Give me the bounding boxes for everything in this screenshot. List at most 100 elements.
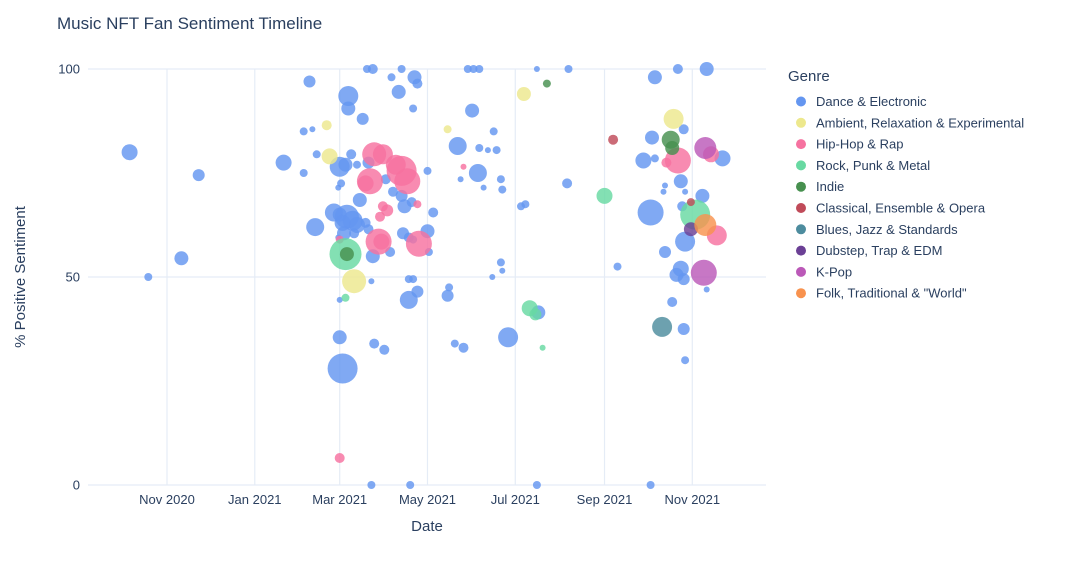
data-point[interactable]: [368, 278, 375, 285]
legend-item-folk-traditional-world[interactable]: Folk, Traditional & "World": [796, 286, 967, 301]
data-point[interactable]: [306, 218, 325, 237]
data-point[interactable]: [647, 70, 662, 85]
data-point[interactable]: [564, 65, 573, 73]
data-point[interactable]: [659, 246, 671, 258]
legend-item-indie[interactable]: Indie: [796, 179, 844, 194]
data-point[interactable]: [409, 104, 418, 113]
data-point[interactable]: [475, 144, 484, 152]
data-point[interactable]: [690, 259, 717, 286]
data-point[interactable]: [448, 137, 467, 155]
data-point[interactable]: [441, 289, 454, 302]
data-point[interactable]: [637, 199, 664, 226]
data-point[interactable]: [338, 157, 353, 172]
data-point[interactable]: [458, 342, 469, 353]
data-point[interactable]: [662, 182, 668, 189]
data-point[interactable]: [465, 103, 480, 118]
data-point[interactable]: [387, 73, 396, 82]
data-point[interactable]: [349, 228, 360, 239]
data-point[interactable]: [516, 87, 531, 101]
data-point[interactable]: [562, 178, 573, 189]
data-point[interactable]: [645, 130, 659, 145]
data-point[interactable]: [475, 65, 484, 73]
data-point[interactable]: [686, 198, 695, 207]
data-point[interactable]: [353, 160, 361, 169]
data-point[interactable]: [352, 193, 367, 207]
data-point[interactable]: [652, 316, 673, 337]
data-point[interactable]: [144, 273, 153, 281]
data-point[interactable]: [321, 148, 338, 165]
data-point[interactable]: [394, 168, 421, 195]
data-point[interactable]: [492, 146, 501, 155]
data-point[interactable]: [678, 124, 689, 135]
data-point[interactable]: [533, 66, 540, 72]
data-point[interactable]: [334, 453, 345, 463]
data-point[interactable]: [312, 150, 321, 159]
data-point[interactable]: [694, 137, 717, 159]
data-point[interactable]: [498, 327, 519, 348]
data-point[interactable]: [411, 285, 424, 298]
data-point[interactable]: [499, 267, 506, 274]
data-point[interactable]: [338, 86, 359, 106]
data-point[interactable]: [379, 344, 390, 355]
data-point[interactable]: [388, 186, 398, 197]
data-point[interactable]: [409, 275, 418, 284]
data-point[interactable]: [406, 481, 415, 489]
data-point[interactable]: [428, 207, 439, 218]
data-point[interactable]: [405, 230, 432, 257]
data-point[interactable]: [346, 149, 357, 160]
data-point[interactable]: [608, 134, 619, 145]
data-point[interactable]: [321, 120, 332, 131]
data-point[interactable]: [412, 78, 423, 89]
data-point[interactable]: [275, 154, 292, 171]
data-point[interactable]: [672, 64, 683, 74]
data-point[interactable]: [521, 200, 530, 209]
data-point[interactable]: [496, 258, 505, 267]
data-point[interactable]: [336, 296, 343, 303]
data-point[interactable]: [423, 166, 432, 175]
legend-item-k-pop[interactable]: K-Pop: [796, 264, 852, 279]
data-point[interactable]: [650, 154, 659, 163]
data-point[interactable]: [677, 273, 690, 286]
legend-item-ambient-relaxation-experimental[interactable]: Ambient, Relaxation & Experimental: [796, 115, 1024, 130]
data-point[interactable]: [675, 231, 696, 252]
legend-item-dance-electronic[interactable]: Dance & Electronic: [796, 94, 927, 109]
data-point[interactable]: [457, 176, 464, 183]
data-point[interactable]: [299, 127, 308, 136]
data-point[interactable]: [397, 65, 406, 73]
data-point[interactable]: [489, 127, 498, 136]
data-point[interactable]: [695, 188, 710, 203]
data-point[interactable]: [327, 353, 358, 384]
data-point[interactable]: [299, 169, 308, 177]
data-point[interactable]: [532, 481, 541, 489]
data-point[interactable]: [381, 204, 394, 217]
data-point[interactable]: [356, 112, 369, 125]
data-point[interactable]: [174, 251, 189, 266]
data-point[interactable]: [373, 233, 390, 250]
data-point[interactable]: [367, 64, 378, 74]
data-point[interactable]: [341, 293, 350, 302]
data-point[interactable]: [450, 339, 459, 348]
data-point[interactable]: [369, 338, 380, 349]
data-point[interactable]: [357, 175, 374, 192]
data-point[interactable]: [489, 274, 496, 280]
data-point[interactable]: [646, 481, 655, 489]
data-point[interactable]: [635, 152, 652, 169]
data-point[interactable]: [332, 330, 347, 345]
data-point[interactable]: [484, 147, 491, 154]
data-point[interactable]: [613, 262, 622, 271]
legend-item-rock-punk-metal[interactable]: Rock, Punk & Metal: [796, 158, 930, 173]
data-point[interactable]: [677, 323, 690, 335]
data-point[interactable]: [342, 269, 367, 294]
data-point[interactable]: [663, 108, 684, 129]
data-point[interactable]: [673, 174, 688, 189]
data-point[interactable]: [469, 65, 478, 73]
data-point[interactable]: [542, 79, 551, 88]
data-point[interactable]: [681, 356, 690, 365]
data-point[interactable]: [413, 200, 422, 209]
legend-item-dubstep-trap-edm[interactable]: Dubstep, Trap & EDM: [796, 243, 942, 258]
data-point[interactable]: [460, 163, 467, 170]
data-point[interactable]: [335, 184, 342, 191]
data-point[interactable]: [341, 101, 356, 116]
data-point[interactable]: [596, 187, 613, 204]
data-point[interactable]: [665, 141, 680, 155]
